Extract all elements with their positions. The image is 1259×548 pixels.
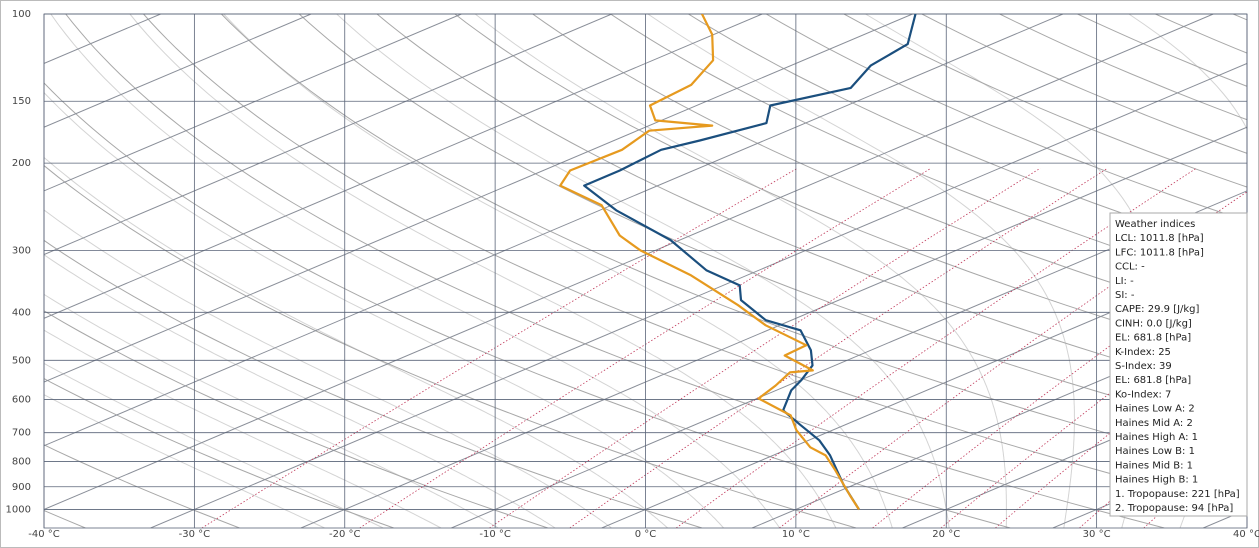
y-tick-label: 200 (12, 158, 31, 169)
moist-adiabat (336, 14, 950, 528)
x-tick-label: 30 °C (1083, 529, 1111, 540)
x-tick-label: -30 °C (179, 529, 211, 540)
index-line: LCL: 1011.8 [hPa] (1115, 233, 1204, 244)
isotherm (44, 14, 913, 383)
profile-line (583, 14, 917, 511)
dry-adiabat (44, 82, 1011, 528)
index-line: 2. Tropopause: 94 [hPa] (1115, 503, 1233, 514)
dry-adiabat (44, 164, 857, 528)
mixing-ratio-line (359, 167, 932, 528)
index-line: S-Index: 39 (1115, 361, 1172, 372)
index-line: LI: - (1115, 276, 1134, 287)
dry-adiabat (44, 310, 548, 528)
y-tick-label: 600 (12, 395, 31, 406)
mixing-ratio-line (569, 167, 1108, 528)
moist-adiabat (44, 329, 442, 528)
isotherm (451, 190, 1247, 528)
x-tick-label: -20 °C (329, 529, 361, 540)
moist-adiabat (44, 156, 668, 528)
moist-adiabat (474, 14, 1007, 528)
moist-adiabat (129, 14, 837, 528)
dry-adiabat (376, 14, 1247, 399)
index-line: 1. Tropopause: 221 [hPa] (1115, 489, 1240, 500)
dry-adiabat (44, 378, 394, 528)
isotherm (44, 14, 612, 256)
isotherm (44, 14, 462, 192)
x-tick-label: 40 °C (1233, 529, 1259, 540)
x-tick-label: 10 °C (782, 529, 810, 540)
y-tick-label: 700 (12, 428, 31, 439)
index-line: Haines High A: 1 (1115, 432, 1198, 443)
dry-adiabat (65, 14, 1165, 528)
moist-adiabat (44, 254, 556, 528)
moist-adiabat (44, 362, 384, 528)
grid (43, 13, 1248, 529)
dry-adiabat (44, 239, 703, 528)
index-line: Haines Mid B: 1 (1115, 460, 1193, 471)
isotherm (44, 14, 763, 319)
mixing-ratio-line (675, 167, 1197, 528)
isotherm (902, 381, 1247, 528)
x-tick-label: -10 °C (479, 529, 511, 540)
index-line: CINH: 0.0 [J/kg] (1115, 318, 1192, 329)
indices-title: Weather indices (1115, 219, 1195, 230)
axis-labels: 100 150 200 300 400 500 600 700 800 900 1000 -40 °C… (6, 9, 1259, 540)
y-tick-label: 900 (12, 482, 31, 493)
x-tick-label: -40 °C (28, 529, 60, 540)
dry-adiabat (454, 14, 1247, 362)
y-tick-label: 100 (12, 9, 31, 20)
y-tick-label: 400 (12, 307, 31, 318)
mixing-ratio-line (872, 246, 1247, 528)
index-line: EL: 681.8 [hPa] (1115, 333, 1191, 344)
index-line: LFC: 1011.8 [hPa] (1115, 247, 1204, 258)
dry-adiabat (532, 14, 1247, 327)
y-tick-label: 1000 (6, 504, 31, 515)
moist-adiabat (44, 91, 724, 528)
mixing-ratio-line (940, 289, 1247, 528)
index-line: SI: - (1115, 290, 1135, 301)
index-line: K-Index: 25 (1115, 347, 1171, 358)
index-line: CCL: - (1115, 262, 1145, 273)
dry-adiabat (921, 14, 1247, 154)
index-line: EL: 681.8 [hPa] (1115, 375, 1191, 386)
isotherm (300, 126, 1247, 528)
y-tick-label: 150 (12, 96, 31, 107)
index-line: Haines Low B: 1 (1115, 446, 1195, 457)
isotherm (44, 14, 1214, 510)
profile-line (559, 14, 860, 511)
moist-adiabat (647, 14, 1076, 528)
index-line: Haines Mid A: 2 (1115, 418, 1193, 429)
indices-panel (1109, 212, 1248, 517)
dry-adiabat (843, 14, 1247, 188)
dry-adiabat (999, 14, 1247, 121)
background-lines (44, 14, 1247, 528)
indices-box: Weather indices LCL: 1011.8 [hPa] LFC: 101… (1109, 212, 1248, 517)
x-tick-label: 0 °C (635, 529, 657, 540)
y-tick-label: 800 (12, 456, 31, 467)
y-tick-label: 500 (12, 355, 31, 366)
isotherm (44, 14, 312, 128)
isotherm (44, 14, 1064, 447)
moist-adiabat (50, 14, 781, 528)
isotherm (751, 317, 1247, 528)
x-tick-label: 20 °C (932, 529, 960, 540)
index-line: CAPE: 29.9 [J/kg] (1115, 304, 1200, 315)
moist-adiabat (44, 394, 325, 528)
moist-adiabat (44, 209, 612, 528)
mixing-ratio-line (201, 167, 798, 528)
dry-adiabat (143, 14, 1247, 511)
profiles (559, 14, 917, 511)
dry-adiabat (688, 14, 1247, 257)
moist-adiabat (223, 14, 893, 528)
index-line: Haines Low A: 2 (1115, 404, 1195, 415)
index-line: Ko-Index: 7 (1115, 389, 1171, 400)
moist-adiabat (44, 293, 499, 528)
y-tick-label: 300 (12, 245, 31, 256)
index-line: Haines High B: 1 (1115, 475, 1198, 486)
dry-adiabat (765, 14, 1247, 222)
isotherm (150, 62, 1247, 528)
